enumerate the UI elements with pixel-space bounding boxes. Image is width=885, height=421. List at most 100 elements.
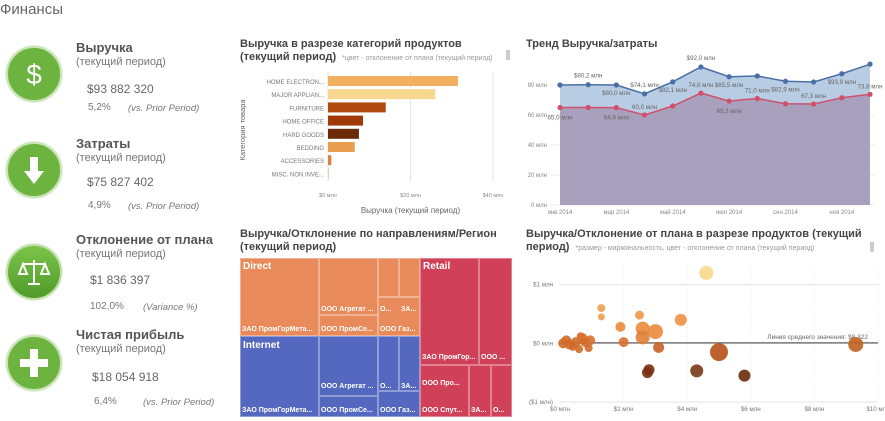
scatter-point [618,337,629,348]
scatter-scrollbar[interactable] [870,242,874,252]
kpi-subtitle: (текущий период) [76,152,166,164]
costs-point [670,103,676,109]
kpi-net-profit[interactable]: Чистая прибыль (текущий период) $18 054 … [0,325,230,420]
kpi-revenue[interactable]: $ Выручка (текущий период) $93 882 320 5… [0,38,230,133]
treemap-cell[interactable] [469,365,491,417]
revenue-point [557,82,563,88]
treemap-cell[interactable] [479,258,512,365]
treemap-cell-label: ООО Спут... [422,407,463,414]
revenue-point [839,71,845,77]
costs-point [811,101,817,107]
data-label: $82,9 млн [771,86,799,93]
revenue-point [811,79,817,85]
treemap-cell[interactable] [240,336,319,417]
treemap-cell[interactable] [378,297,420,336]
costs-point [698,90,704,96]
scatter-point [597,313,605,321]
data-label: $80,0 млн [602,90,630,97]
x-tick-label: $20 млн [400,193,421,199]
bar-chart-subtitle: *цвет - отклонение от плана (текущий пер… [342,55,493,62]
data-label: $93,9 млн [828,79,856,86]
x-tick-label: $2 млн [614,406,634,413]
scatter-point [653,341,665,353]
costs-point [867,91,873,97]
x-tick-label: $0 млн [550,406,570,413]
costs-point [585,104,591,111]
bar-chart-scrollbar[interactable] [506,50,510,60]
treemap-cell-label: ЗАО ПромГор... [422,354,476,361]
kpi-note: (vs. Prior Period) [143,397,215,408]
kpi-variance[interactable]: Отклонение от плана (текущий период) $1 … [0,230,230,325]
revenue-point [641,91,648,97]
scatter-point [641,367,653,379]
y-axis-title: Категория товара [238,99,247,161]
kpi-costs[interactable]: Затраты (текущий период) $75 827 402 4,9… [0,134,230,229]
revenue-point [726,74,732,80]
kpi-pct: 5,2% [88,102,111,113]
bar [328,102,386,113]
treemap-cell[interactable] [319,396,378,417]
data-label: 65,0 млн [547,115,572,122]
treemap-cell[interactable] [399,336,420,391]
bar [328,115,364,126]
treemap-cell-label: ЗА... [401,383,417,390]
treemap-group-label: Internet [243,340,280,351]
y-tick-label: 0 млн [531,203,547,209]
revenue-line [559,63,871,95]
kpi-title: Выручка [76,40,133,55]
bar [328,155,332,166]
scatter-point [710,343,728,362]
revenue-point [613,82,619,88]
scatter-point [576,332,585,341]
scatter-title-line2: период) [526,241,570,253]
x-tick-label: $8 млн [804,406,824,413]
treemap-cell-label: ООО Про... [422,380,460,387]
treemap-cell-label: ООО ПромСе... [321,326,373,333]
scatter-point [848,336,864,352]
costs-line [560,92,871,116]
x-tick-label: май 2014 [660,209,686,215]
data-label: 71,0 млн [745,88,770,95]
treemap-cell[interactable] [378,391,420,417]
category-label: ACCESSORIES [281,159,324,165]
treemap-cell[interactable] [319,258,378,315]
treemap-cell[interactable] [319,315,378,336]
category-label: HOME ELECTRON... [267,80,325,86]
costs-point [641,112,648,118]
kpi-title: Затраты [76,136,131,151]
treemap-cell[interactable] [240,258,319,336]
treemap-cell-label: ЗА... [401,306,417,313]
category-label: MISC. NON INVE... [272,172,325,178]
category-label: MAJOR APPLIAN... [271,93,324,99]
kpi-value: $75 827 402 [87,175,154,189]
scatter-point [597,304,606,313]
data-label: $74,1 млн [630,82,658,89]
bar [328,89,436,100]
bar-chart-title: Выручка в разрезе категорий продуктов (т… [240,38,493,65]
treemap-cell[interactable] [491,365,512,417]
treemap-group-label: Retail [423,261,451,272]
revenue-point [867,61,873,67]
treemap-cell[interactable] [319,336,378,396]
bar-chart-title-line2: (текущий период) [240,51,337,63]
treemap-cell[interactable] [420,365,469,417]
category-label: FURNITURE [289,106,324,112]
data-label: $82,1 млн [658,87,686,94]
revenue-point [585,82,591,88]
treemap-cell-label: О... [380,306,392,313]
y-tick-label: 80 млн [528,83,547,89]
kpi-subtitle: (текущий период) [76,343,166,355]
treemap-cell[interactable] [378,336,399,391]
kpi-value: $1 836 397 [90,273,151,287]
kpi-pct: 102,0% [90,301,124,312]
costs-point [613,105,619,111]
kpi-note: (vs. Prior Period) [128,103,200,114]
treemap-title: Выручка/Отклонение по направлениям/Регио… [240,228,497,254]
treemap-cell[interactable] [378,258,399,297]
data-label: $92,0 млн [687,55,715,62]
x-tick-label: $4 млн [677,406,697,413]
scatter-point [635,310,644,320]
scatter-chart: $0 млн $2 млн $4 млн $6 млн $8 млн $10 млн ($1… [529,265,885,413]
treemap-cell[interactable] [420,258,479,365]
treemap-cell[interactable] [399,258,420,297]
